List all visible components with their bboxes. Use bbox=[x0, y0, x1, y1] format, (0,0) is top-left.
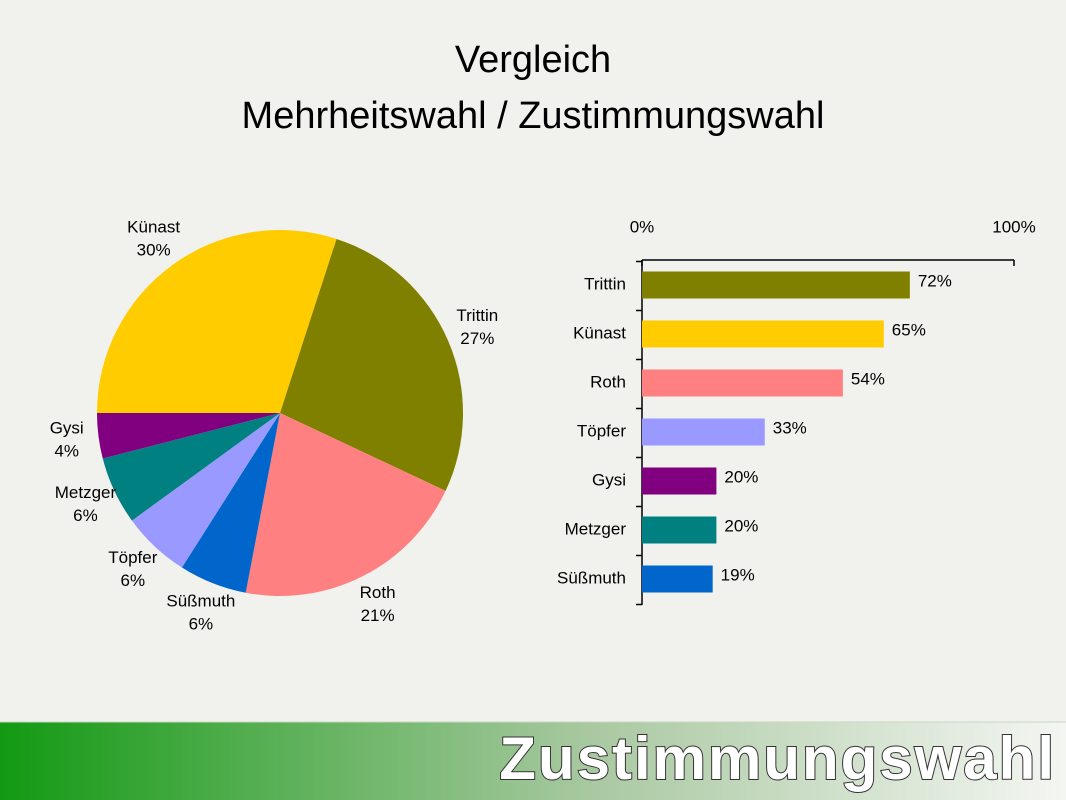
title-line: Vergleich bbox=[455, 39, 611, 81]
y-tick-label: Trittin bbox=[584, 274, 626, 293]
pie-slice bbox=[97, 413, 280, 459]
slice-value-label: 6% bbox=[121, 571, 146, 590]
y-tick-label: Süßmuth bbox=[557, 568, 626, 587]
slice-label: Metzger bbox=[55, 483, 117, 502]
value-label: 65% bbox=[892, 320, 926, 339]
y-tick-label: Künast bbox=[573, 323, 626, 342]
value-label: 20% bbox=[724, 516, 758, 535]
pie-slice bbox=[131, 413, 280, 568]
slice-label: Töpfer bbox=[108, 548, 157, 567]
y-tick-label: Gysi bbox=[592, 470, 626, 489]
title-line: Mehrheitswahl / Zustimmungswahl bbox=[242, 95, 825, 137]
slice-value-label: 6% bbox=[189, 614, 214, 633]
bar bbox=[642, 565, 713, 593]
slice-label: Roth bbox=[360, 583, 396, 602]
value-label: 19% bbox=[721, 565, 755, 584]
bar bbox=[642, 320, 884, 348]
value-label: 33% bbox=[773, 418, 807, 437]
footer-band bbox=[0, 722, 1066, 800]
pie-slice bbox=[102, 413, 280, 521]
y-tick-label: Metzger bbox=[565, 519, 627, 538]
slice-value-label: 27% bbox=[460, 329, 494, 348]
value-label: 72% bbox=[918, 271, 952, 290]
pie-slice bbox=[280, 238, 463, 491]
slice-value-label: 21% bbox=[361, 606, 395, 625]
slice-label: Trittin bbox=[456, 306, 498, 325]
value-label: 20% bbox=[724, 467, 758, 486]
bar bbox=[642, 369, 843, 397]
pie-slice bbox=[181, 413, 280, 593]
x-tick-label: 100% bbox=[992, 217, 1035, 236]
y-tick-label: Roth bbox=[590, 372, 626, 391]
bar bbox=[642, 516, 717, 544]
slice-value-label: 6% bbox=[73, 506, 98, 525]
slice-label: Süßmuth bbox=[166, 591, 235, 610]
charts: Künast 30% Trittin 27% Roth 21% Süßmuth 6% Töpfe… bbox=[50, 217, 1036, 633]
x-tick-label: 0% bbox=[630, 217, 655, 236]
slice-value-label: 30% bbox=[137, 241, 171, 260]
slice-label: Gysi bbox=[50, 418, 84, 437]
slice-value-label: 4% bbox=[54, 441, 79, 460]
footer-text: Zustimmungswahl bbox=[499, 725, 1056, 792]
pie-slice bbox=[245, 413, 446, 596]
value-label: 54% bbox=[851, 369, 885, 388]
slice-label: Künast bbox=[127, 218, 180, 237]
pie-slice bbox=[97, 229, 337, 413]
y-tick-label: Töpfer bbox=[577, 421, 626, 440]
bar bbox=[642, 418, 765, 446]
bar bbox=[642, 271, 910, 299]
bar bbox=[642, 467, 717, 495]
